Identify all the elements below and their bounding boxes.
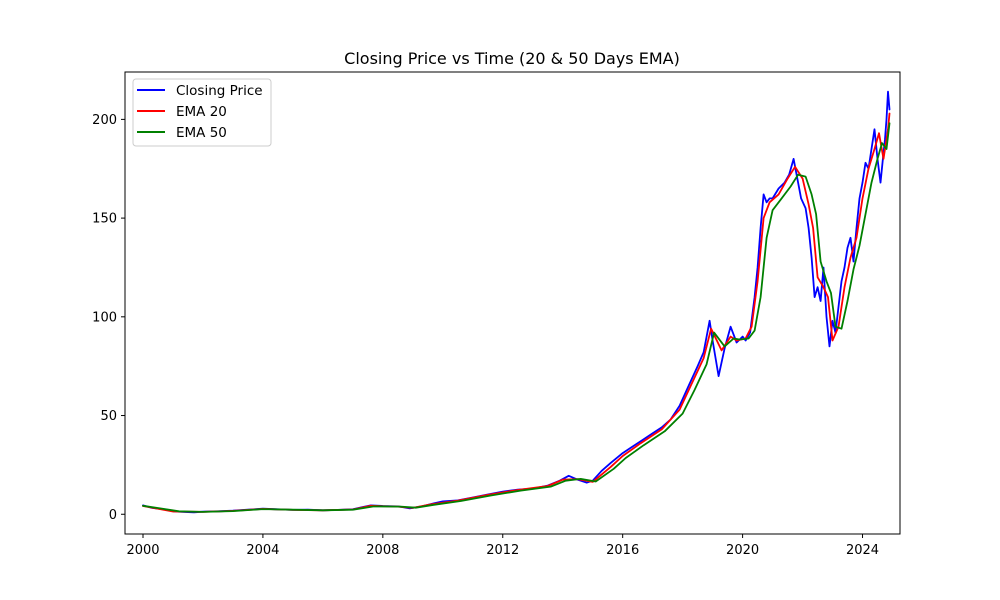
x-tick-label: 2004 [246, 543, 279, 558]
x-tick-label: 2012 [486, 543, 519, 558]
x-tick-label: 2000 [126, 543, 159, 558]
y-tick-label: 100 [92, 310, 117, 325]
legend-label: EMA 20 [176, 104, 227, 120]
series-line-ema-50 [142, 122, 891, 513]
x-tick-label: 2008 [366, 543, 399, 558]
axis-ticks: 2000 2004 2008 2012 2016 2020 2024 0 50 100 150 200 [92, 113, 879, 558]
chart-title: Closing Price vs Time (20 & 50 Days EMA) [344, 49, 680, 68]
y-tick-label: 50 [100, 409, 117, 424]
y-tick-label: 200 [92, 113, 117, 128]
x-tick-label: 2016 [606, 543, 639, 558]
legend-box [132, 78, 272, 147]
x-tick-label: 2024 [846, 543, 879, 558]
y-tick-label: 0 [109, 508, 117, 523]
axes-frame [124, 71, 901, 535]
y-tick-label: 150 [92, 212, 117, 227]
legend-label: EMA 50 [176, 125, 227, 141]
plot-area [142, 90, 891, 514]
legend: Closing Price EMA 20 EMA 50 [132, 78, 272, 147]
series-line-closing-price [142, 90, 891, 514]
series-line-ema-20 [142, 112, 891, 513]
x-tick-label: 2020 [726, 543, 759, 558]
legend-label: Closing Price [176, 83, 263, 99]
